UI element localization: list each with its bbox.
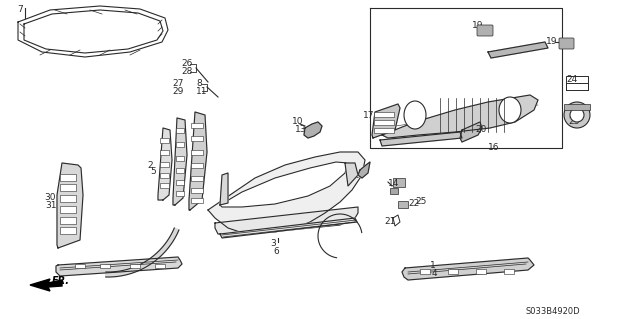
Bar [191,176,203,181]
Text: 20: 20 [475,125,486,135]
Polygon shape [158,128,172,200]
Bar [160,162,169,167]
Bar [176,156,184,161]
Bar [374,112,394,117]
Bar [398,201,408,208]
Polygon shape [189,112,207,210]
Bar [60,227,76,234]
Bar [191,163,203,168]
Bar [393,178,405,187]
Polygon shape [57,163,83,248]
Text: 19: 19 [472,21,483,31]
Polygon shape [106,228,179,277]
Polygon shape [382,95,538,138]
Bar [160,183,169,188]
Ellipse shape [499,97,521,123]
FancyBboxPatch shape [477,25,493,36]
Polygon shape [56,257,182,276]
Text: 28: 28 [181,66,193,76]
Bar [60,206,76,213]
Polygon shape [402,258,534,280]
Bar [60,174,76,181]
Text: 12: 12 [349,170,360,180]
Polygon shape [304,122,322,138]
Text: 13: 13 [295,125,307,135]
Bar [160,173,169,178]
Bar [130,264,140,268]
Bar [176,180,184,185]
Text: 26: 26 [181,58,193,68]
Polygon shape [372,104,400,138]
Bar [191,198,203,203]
Text: 30: 30 [44,192,56,202]
Text: 27: 27 [172,78,184,87]
Bar [504,269,514,274]
Polygon shape [488,42,548,58]
Text: 7: 7 [17,5,23,14]
Text: 1: 1 [430,261,436,270]
Bar [176,142,184,147]
Text: 17: 17 [363,110,374,120]
Polygon shape [220,162,348,207]
Text: 4: 4 [432,269,438,278]
Text: 21: 21 [384,217,396,226]
Bar [191,136,203,141]
Bar [191,150,203,155]
Polygon shape [220,173,228,205]
Text: FR.: FR. [52,276,70,286]
Bar [176,168,184,173]
Polygon shape [173,118,187,205]
Bar [60,195,76,202]
Text: 19: 19 [546,38,557,47]
Bar [155,264,165,268]
Bar [75,264,85,268]
Text: 14: 14 [388,179,399,188]
Text: 3: 3 [270,239,276,248]
Text: 10: 10 [292,117,303,127]
Bar [476,269,486,274]
Bar [60,217,76,224]
Bar [564,104,590,110]
Polygon shape [30,279,62,291]
Text: 11: 11 [196,86,207,95]
Bar [160,138,169,143]
Text: S033B4920D: S033B4920D [525,307,580,315]
Text: 8: 8 [196,78,202,87]
Text: 22: 22 [408,199,419,209]
Text: 25: 25 [415,197,426,205]
Bar [176,128,184,133]
Text: 2: 2 [147,160,152,169]
Bar [448,269,458,274]
Text: 6: 6 [273,247,279,256]
Bar [191,123,203,128]
Bar [176,191,184,196]
Text: 23: 23 [568,117,579,127]
Bar [60,184,76,191]
Text: 16: 16 [488,144,499,152]
Text: 5: 5 [150,167,156,176]
Bar [100,264,110,268]
Ellipse shape [404,101,426,129]
Polygon shape [358,162,370,178]
Bar [160,150,169,155]
Text: 24: 24 [566,76,577,85]
Text: 29: 29 [172,86,184,95]
Bar [566,76,588,90]
Text: 9: 9 [347,162,353,172]
Polygon shape [345,163,358,186]
Bar [420,269,430,274]
Bar [191,188,203,193]
FancyBboxPatch shape [559,38,574,49]
Bar [374,128,394,133]
Polygon shape [208,152,365,233]
Polygon shape [380,132,462,146]
Circle shape [570,108,584,122]
Text: 31: 31 [45,201,56,210]
Circle shape [564,102,590,128]
Bar [374,120,394,125]
Polygon shape [215,207,358,234]
Polygon shape [220,218,357,238]
Bar [390,188,398,194]
Polygon shape [460,122,482,142]
